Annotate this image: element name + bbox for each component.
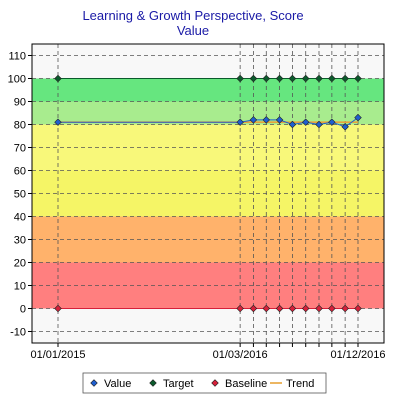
chart-title: Learning & Growth Perspective, Score bbox=[82, 8, 303, 23]
chart-subtitle: Value bbox=[177, 23, 209, 38]
score-band-1 bbox=[32, 101, 384, 125]
data-point-value bbox=[315, 120, 323, 129]
y-tick-label: 100 bbox=[8, 74, 26, 86]
data-point-target bbox=[328, 74, 336, 83]
data-point-value bbox=[275, 116, 284, 124]
data-point-baseline bbox=[275, 304, 284, 313]
legend: Value Target Baseline Trend bbox=[82, 372, 327, 394]
y-tick-label: 60 bbox=[14, 166, 26, 178]
data-point-target bbox=[54, 74, 62, 83]
y-tick-label: 110 bbox=[8, 51, 26, 63]
data-point-value bbox=[262, 116, 271, 124]
legend-label-value: Value bbox=[104, 378, 131, 390]
data-point-baseline bbox=[315, 304, 323, 313]
y-tick-label: 0 bbox=[20, 304, 26, 316]
legend-label-trend: Trend bbox=[286, 378, 314, 390]
y-tick-label: -10 bbox=[10, 327, 26, 339]
x-tick-label: 01/01/2015 bbox=[30, 349, 85, 361]
legend-marker-baseline bbox=[211, 379, 219, 387]
data-point-value bbox=[328, 118, 336, 126]
data-point-baseline bbox=[249, 304, 258, 313]
data-point-value bbox=[288, 120, 297, 129]
data-point-target bbox=[354, 74, 362, 83]
data-point-target bbox=[301, 74, 310, 83]
data-point-value bbox=[301, 118, 310, 126]
data-point-target bbox=[315, 74, 323, 83]
y-tick-label: 70 bbox=[14, 143, 26, 155]
legend-marker-target bbox=[149, 379, 157, 387]
data-point-baseline bbox=[354, 304, 362, 313]
legend-label-target: Target bbox=[163, 378, 194, 390]
data-point-target bbox=[288, 74, 297, 83]
y-tick-label: 80 bbox=[14, 120, 26, 132]
series-layer bbox=[54, 74, 362, 313]
y-tick-label: 90 bbox=[14, 97, 26, 109]
data-point-value bbox=[236, 118, 244, 126]
data-point-baseline bbox=[262, 304, 271, 313]
y-tick-label: 50 bbox=[14, 189, 26, 201]
legend-box bbox=[82, 372, 327, 394]
x-tick-label: 01/12/2016 bbox=[330, 349, 385, 361]
data-point-baseline bbox=[328, 304, 336, 313]
y-tick-label: 10 bbox=[14, 281, 26, 293]
data-point-target bbox=[341, 74, 349, 83]
axes: -10 0 10 20 30 40 50 60 70 80 90 100 110 01/01/2015 01… bbox=[8, 43, 386, 361]
y-tick-label: 30 bbox=[14, 235, 26, 247]
y-tick-label: 40 bbox=[14, 212, 26, 224]
data-point-value bbox=[341, 123, 349, 131]
data-point-baseline bbox=[301, 304, 310, 313]
data-point-baseline bbox=[288, 304, 297, 313]
x-tick-label: 01/03/2016 bbox=[213, 349, 268, 361]
data-point-target bbox=[249, 74, 258, 83]
data-point-target bbox=[262, 74, 271, 83]
data-point-value bbox=[54, 118, 62, 126]
legend-marker-value bbox=[90, 379, 98, 387]
score-band-0 bbox=[32, 78, 384, 102]
data-point-value bbox=[354, 113, 362, 122]
data-point-baseline bbox=[54, 304, 62, 313]
data-point-target bbox=[275, 74, 284, 83]
y-tick-label: 20 bbox=[14, 258, 26, 270]
data-point-target bbox=[236, 74, 244, 83]
data-point-value bbox=[249, 116, 258, 124]
data-point-baseline bbox=[236, 304, 244, 313]
legend-label-baseline: Baseline bbox=[225, 378, 267, 390]
data-point-baseline bbox=[341, 304, 349, 313]
